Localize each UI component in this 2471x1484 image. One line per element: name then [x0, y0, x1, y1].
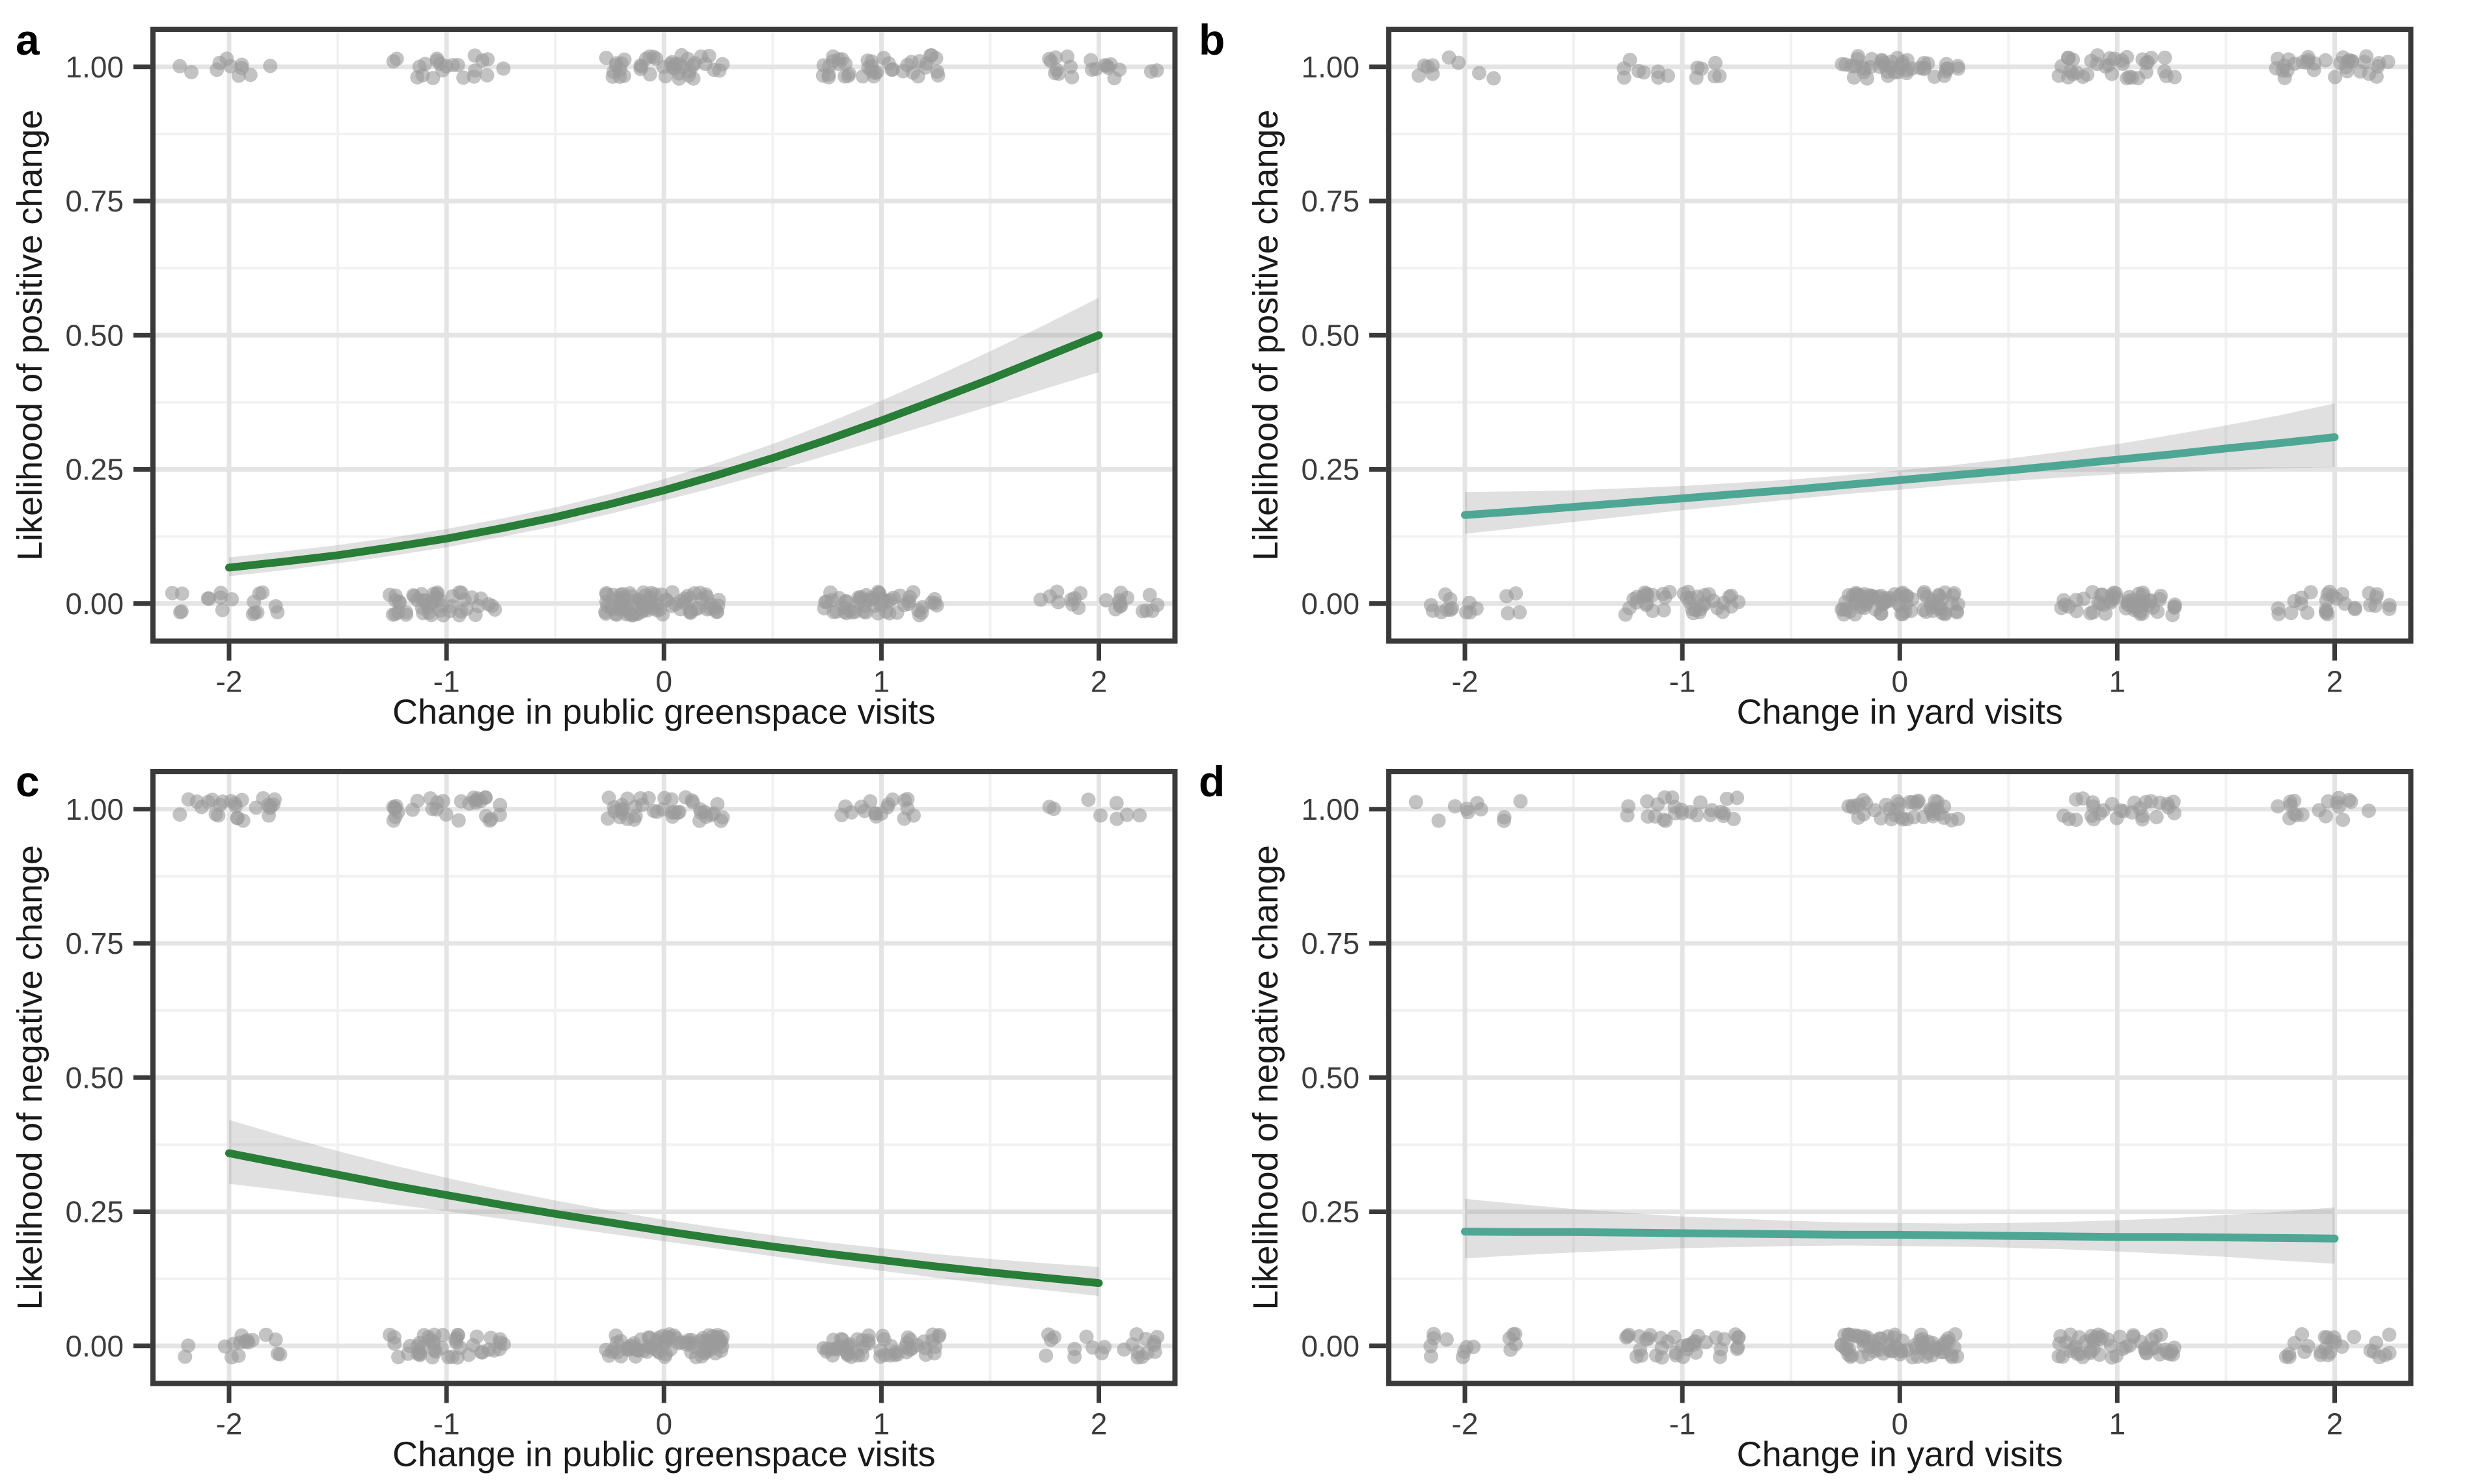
panel-letter-a: a [16, 16, 40, 64]
panel-letter-c: c [16, 757, 40, 805]
fit-line [225, 1149, 1103, 1287]
x-tick-label: 1 [2109, 664, 2125, 698]
panel-border [1386, 768, 2413, 1386]
gridlines-major [153, 29, 1175, 641]
chart-panel-d: -2 -1 0 1 2 0.00 0.25 0.50 0.75 1.00 Change in yar… [1246, 768, 2413, 1474]
y-tick-label: 0.00 [1301, 587, 1359, 621]
y-tick-label: 0.25 [66, 453, 124, 487]
panel-border [150, 27, 1178, 644]
axis-ticks [1369, 806, 2337, 1403]
x-tick-label: -2 [1451, 1407, 1478, 1440]
panel-b: -2 -1 0 1 2 0.00 0.25 0.50 0.75 1.00 Change in yar… [1236, 0, 2471, 742]
y-tick-label: 0.75 [1301, 926, 1359, 960]
fit-line [225, 331, 1103, 572]
axis-ticks [133, 806, 1102, 1403]
y-tick-label: 0.75 [1301, 184, 1359, 218]
y-tick-label: 0.75 [66, 184, 124, 218]
y-tick-label: 1.00 [66, 792, 124, 826]
x-axis-title: Change in yard visits [1736, 692, 2062, 731]
panel-d: -2 -1 0 1 2 0.00 0.25 0.50 0.75 1.00 Change in yar… [1236, 742, 2471, 1484]
panel-c: -2 -1 0 1 2 0.00 0.25 0.50 0.75 1.00 Change in pub… [0, 742, 1236, 1484]
confidence-ribbon [229, 1119, 1099, 1296]
x-tick-label: 1 [873, 664, 890, 698]
x-tick-label: -1 [1669, 664, 1695, 698]
y-tick-label: 0.50 [1301, 1060, 1359, 1094]
x-tick-label: 2 [2326, 1407, 2343, 1440]
x-tick-label: 1 [873, 1407, 890, 1440]
axis-ticks [1369, 64, 2337, 661]
x-axis-title: Change in public greenspace visits [392, 1435, 935, 1474]
y-tick-label: 1.00 [1301, 792, 1359, 826]
panel-letter-b: b [1199, 16, 1225, 64]
jitter-points [165, 47, 1165, 623]
y-tick-label: 0.25 [1301, 453, 1359, 487]
panel-letter-d: d [1199, 757, 1225, 805]
x-tick-label: 0 [1891, 664, 1908, 698]
axis-ticks [133, 64, 1102, 661]
x-tick-label: 0 [655, 664, 672, 698]
x-tick-label: -1 [433, 664, 460, 698]
x-tick-label: -2 [1451, 664, 1478, 698]
jitter-points [1411, 48, 2397, 623]
x-tick-label: 2 [1091, 1407, 1108, 1440]
y-tick-label: 0.50 [66, 1060, 124, 1094]
x-axis-title: Change in public greenspace visits [392, 692, 935, 731]
y-tick-label: 0.50 [66, 318, 124, 352]
x-axis-title: Change in yard visits [1736, 1435, 2062, 1474]
x-tick-label: 1 [2109, 1407, 2125, 1440]
gridlines-major [1388, 29, 2410, 641]
y-axis-title: Likelihood of positive change [1246, 109, 1285, 561]
y-tick-label: 0.25 [66, 1194, 124, 1228]
jitter-points [172, 790, 1165, 1365]
confidence-ribbon [229, 297, 1099, 576]
x-tick-label: 0 [1891, 1407, 1908, 1440]
x-tick-label: -1 [1669, 1407, 1695, 1440]
chart-panel-a: -2 -1 0 1 2 0.00 0.25 0.50 0.75 1.00 Change in pub… [10, 27, 1178, 731]
y-tick-label: 1.00 [66, 50, 124, 84]
x-tick-label: 2 [2326, 664, 2343, 698]
chart-panel-b: -2 -1 0 1 2 0.00 0.25 0.50 0.75 1.00 Change in yar… [1246, 27, 2413, 731]
fit-line [1460, 1227, 2339, 1243]
y-tick-label: 0.00 [1301, 1329, 1359, 1362]
x-tick-label: 2 [1091, 664, 1108, 698]
y-axis-title: Likelihood of negative change [10, 844, 49, 1310]
panel-a: -2 -1 0 1 2 0.00 0.25 0.50 0.75 1.00 Change in pub… [0, 0, 1236, 742]
y-tick-label: 0.00 [66, 587, 124, 621]
x-tick-label: -2 [216, 1407, 243, 1440]
y-axis-title: Likelihood of positive change [10, 109, 49, 561]
panel-border [150, 768, 1178, 1386]
chart-panel-c: -2 -1 0 1 2 0.00 0.25 0.50 0.75 1.00 Change in pub… [10, 768, 1178, 1474]
panel-border [1386, 27, 2413, 644]
x-tick-label: -1 [433, 1407, 460, 1440]
x-tick-label: 0 [655, 1407, 672, 1440]
y-tick-label: 1.00 [1301, 50, 1359, 84]
x-tick-label: -2 [216, 664, 243, 698]
y-tick-label: 0.75 [66, 926, 124, 960]
y-tick-label: 0.00 [66, 1329, 124, 1362]
fit-line [1460, 433, 2339, 519]
y-axis-title: Likelihood of negative change [1246, 844, 1285, 1310]
y-tick-label: 0.50 [1301, 318, 1359, 352]
y-tick-label: 0.25 [1301, 1194, 1359, 1228]
jitter-points [1408, 790, 2397, 1365]
